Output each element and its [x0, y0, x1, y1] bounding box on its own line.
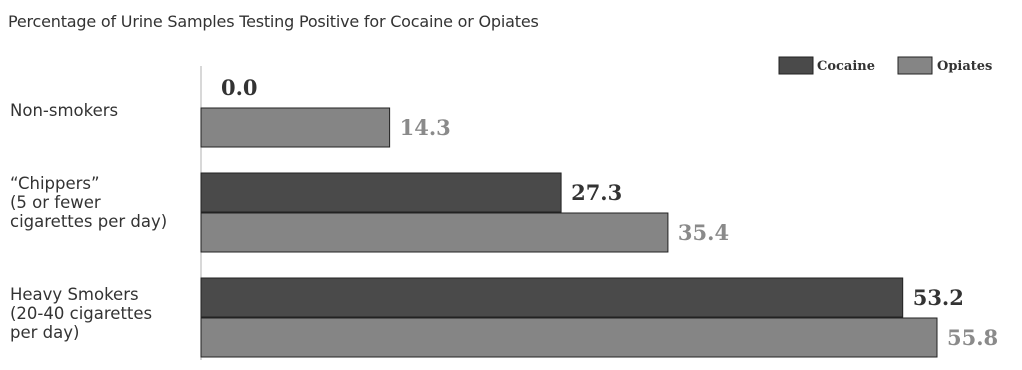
- value-label-opiates-chippers: 35.4: [678, 220, 729, 245]
- bar-opiates-chippers: [200, 212, 669, 253]
- bar-cocaine-chippers: [200, 172, 562, 213]
- value-label-opiates-heavy-smokers: 55.8: [947, 325, 998, 350]
- chart-title: Percentage of Urine Samples Testing Posi…: [8, 12, 539, 31]
- legend-label-opiates: Opiates: [937, 59, 992, 74]
- bar-cocaine-heavy-smokers: [200, 277, 904, 318]
- value-label-cocaine-chippers: 27.3: [571, 180, 622, 205]
- category-label-non-smokers: Non-smokers: [10, 101, 119, 120]
- legend-swatch-opiates: [897, 56, 933, 75]
- bar-opiates-non-smokers: [200, 107, 391, 148]
- bar-opiates-heavy-smokers: [200, 317, 938, 358]
- value-label-opiates-non-smokers: 14.3: [400, 115, 451, 140]
- category-label-chippers: “Chippers” (5 or fewer cigarettes per da…: [10, 174, 168, 231]
- value-label-cocaine-heavy-smokers: 53.2: [913, 285, 964, 310]
- legend-swatch-cocaine: [778, 56, 814, 75]
- value-label-cocaine-non-smokers: 0.0: [221, 75, 258, 100]
- legend-label-cocaine: Cocaine: [817, 59, 875, 74]
- category-label-heavy-smokers: Heavy Smokers (20-40 cigarettes per day): [10, 285, 153, 342]
